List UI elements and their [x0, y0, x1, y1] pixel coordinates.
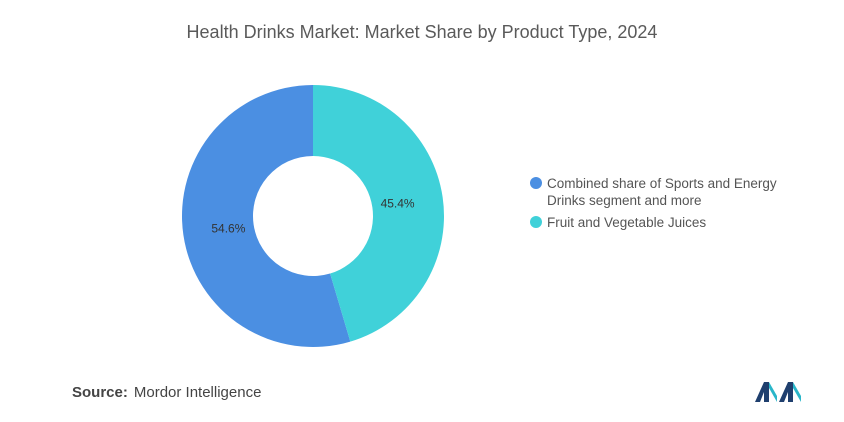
chart-title: Health Drinks Market: Market Share by Pr…	[186, 22, 658, 42]
legend-item-fruit-vegetable: Fruit and Vegetable Juices	[530, 214, 800, 231]
legend-swatch-sports-energy	[530, 177, 542, 189]
source-note: Source: Mordor Intelligence	[72, 384, 261, 401]
data-label-fruit-vegetable: 45.4%	[381, 197, 415, 211]
mordor-logo-icon	[755, 382, 801, 402]
legend-item-sports-energy: Combined share of Sports and Energy Drin…	[530, 175, 800, 209]
legend-label-fruit-vegetable: Fruit and Vegetable Juices	[547, 215, 707, 230]
source-text: Mordor Intelligence	[133, 384, 262, 401]
data-label-sports-energy: 54.6%	[211, 221, 245, 235]
legend: Combined share of Sports and Energy Drin…	[530, 175, 800, 236]
slice-fruit-vegetable	[313, 85, 444, 342]
legend-label-sports-energy: Combined share of Sports and Energy Drin…	[547, 176, 777, 208]
legend-swatch-fruit-vegetable	[530, 216, 542, 228]
source-label: Source:	[72, 384, 128, 401]
slice-sports-energy	[181, 85, 351, 347]
